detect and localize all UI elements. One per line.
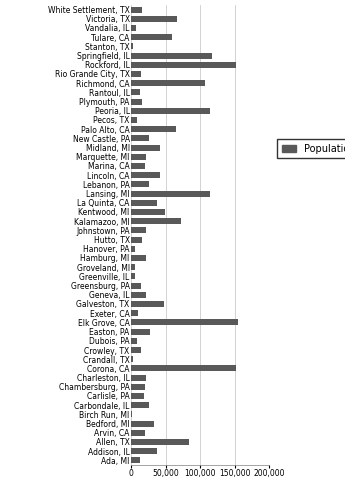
Bar: [131, 384, 145, 390]
Bar: [131, 347, 141, 353]
Bar: [131, 52, 212, 59]
Bar: [131, 117, 137, 123]
Bar: [131, 264, 135, 270]
Bar: [131, 374, 146, 380]
Bar: [131, 16, 177, 22]
Bar: [131, 98, 142, 104]
Bar: [131, 144, 160, 150]
Bar: [131, 439, 189, 445]
Bar: [131, 274, 135, 280]
Bar: [131, 430, 145, 436]
Bar: [131, 80, 205, 86]
Bar: [131, 182, 149, 188]
Bar: [131, 200, 157, 206]
Bar: [131, 458, 140, 464]
Bar: [131, 172, 160, 178]
Bar: [131, 292, 146, 298]
Bar: [131, 209, 165, 215]
Bar: [131, 301, 164, 307]
Bar: [131, 163, 145, 169]
Bar: [131, 71, 141, 77]
Bar: [131, 356, 133, 362]
Bar: [131, 236, 142, 242]
Bar: [131, 25, 136, 31]
Bar: [131, 420, 154, 426]
Bar: [131, 366, 236, 372]
Bar: [131, 338, 137, 344]
Bar: [131, 310, 138, 316]
Bar: [131, 154, 146, 160]
Bar: [131, 412, 132, 418]
Bar: [131, 6, 142, 12]
Bar: [131, 255, 146, 261]
Bar: [131, 402, 149, 408]
Bar: [131, 282, 141, 288]
Legend: Population: Population: [277, 138, 345, 158]
Bar: [131, 393, 144, 399]
Bar: [131, 62, 236, 68]
Bar: [131, 136, 149, 141]
Bar: [131, 320, 238, 326]
Bar: [131, 90, 140, 96]
Bar: [131, 246, 135, 252]
Bar: [131, 328, 150, 334]
Bar: [131, 34, 172, 40]
Bar: [131, 126, 176, 132]
Bar: [131, 218, 181, 224]
Bar: [131, 44, 133, 50]
Bar: [131, 190, 210, 196]
Bar: [131, 108, 210, 114]
Bar: [131, 228, 146, 234]
Bar: [131, 448, 157, 454]
